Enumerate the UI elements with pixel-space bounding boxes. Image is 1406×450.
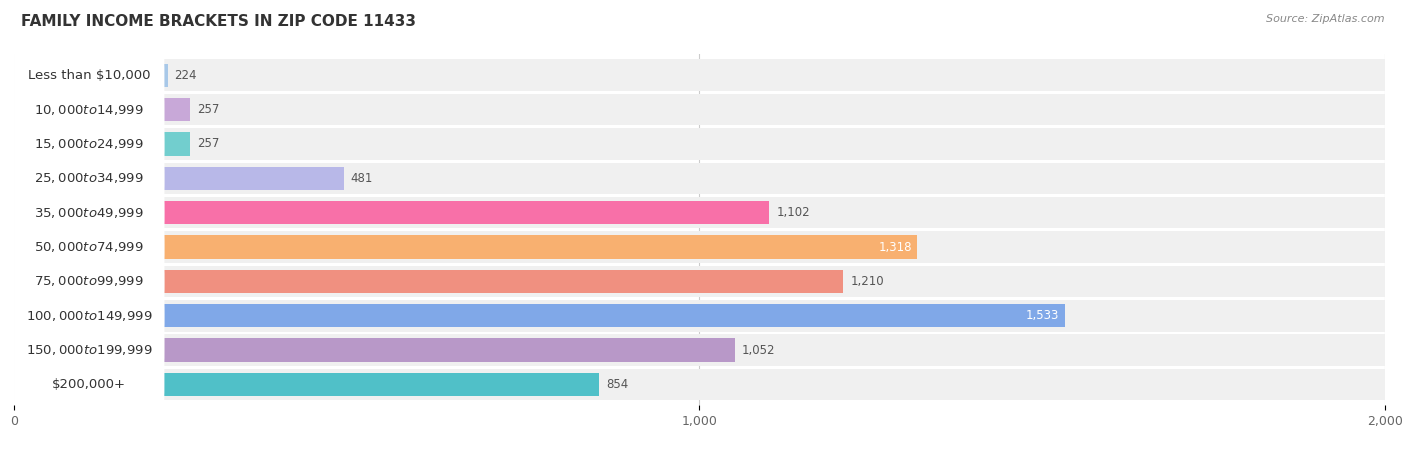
Text: $150,000 to $199,999: $150,000 to $199,999 <box>25 343 152 357</box>
FancyBboxPatch shape <box>14 237 165 395</box>
Bar <box>14 162 1385 194</box>
Text: 1,052: 1,052 <box>742 343 776 356</box>
Bar <box>14 334 1385 366</box>
Bar <box>14 235 918 259</box>
Text: 224: 224 <box>174 69 197 82</box>
Text: 257: 257 <box>197 138 219 150</box>
Bar <box>14 132 190 156</box>
Text: 257: 257 <box>197 103 219 116</box>
Text: $100,000 to $149,999: $100,000 to $149,999 <box>25 309 152 323</box>
FancyBboxPatch shape <box>14 271 165 429</box>
Text: $10,000 to $14,999: $10,000 to $14,999 <box>34 103 143 117</box>
FancyBboxPatch shape <box>14 65 165 223</box>
FancyBboxPatch shape <box>14 202 165 360</box>
Text: 1,533: 1,533 <box>1026 309 1059 322</box>
Bar <box>14 266 1385 297</box>
Bar <box>14 94 1385 126</box>
Text: $200,000+: $200,000+ <box>52 378 127 391</box>
FancyBboxPatch shape <box>14 31 165 189</box>
FancyBboxPatch shape <box>14 134 165 292</box>
Bar <box>14 304 1064 328</box>
Bar <box>14 98 190 122</box>
Text: 1,318: 1,318 <box>879 240 912 253</box>
Bar <box>14 338 735 362</box>
FancyBboxPatch shape <box>14 306 165 450</box>
Text: $50,000 to $74,999: $50,000 to $74,999 <box>34 240 143 254</box>
Bar <box>14 300 1385 332</box>
Bar <box>14 128 1385 160</box>
Bar <box>14 201 769 225</box>
Text: 1,102: 1,102 <box>776 206 810 219</box>
FancyBboxPatch shape <box>14 0 165 154</box>
Bar <box>14 59 1385 91</box>
FancyBboxPatch shape <box>14 99 165 257</box>
Text: Less than $10,000: Less than $10,000 <box>28 69 150 82</box>
Bar <box>14 166 343 190</box>
Bar <box>14 270 844 293</box>
Text: $75,000 to $99,999: $75,000 to $99,999 <box>34 274 143 288</box>
Text: 854: 854 <box>606 378 628 391</box>
Bar <box>14 373 599 396</box>
Bar <box>14 197 1385 229</box>
Text: 1,210: 1,210 <box>851 275 884 288</box>
Text: $35,000 to $49,999: $35,000 to $49,999 <box>34 206 143 220</box>
Bar <box>14 369 1385 400</box>
Bar <box>14 63 167 87</box>
Text: 481: 481 <box>350 172 373 185</box>
Text: $15,000 to $24,999: $15,000 to $24,999 <box>34 137 143 151</box>
Text: $25,000 to $34,999: $25,000 to $34,999 <box>34 171 143 185</box>
Text: Source: ZipAtlas.com: Source: ZipAtlas.com <box>1267 14 1385 23</box>
FancyBboxPatch shape <box>14 168 165 326</box>
Text: FAMILY INCOME BRACKETS IN ZIP CODE 11433: FAMILY INCOME BRACKETS IN ZIP CODE 11433 <box>21 14 416 28</box>
Bar <box>14 231 1385 263</box>
